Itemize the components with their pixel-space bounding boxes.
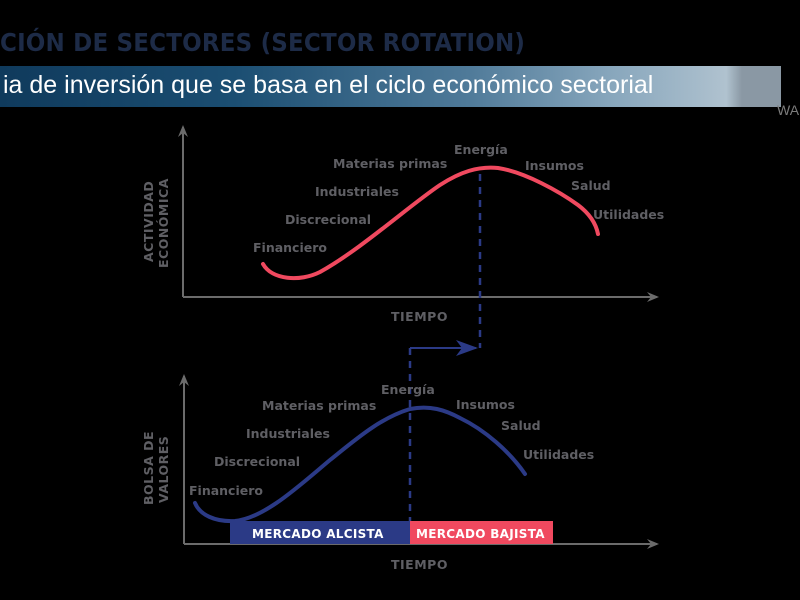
sector-label-industriales: Industriales <box>246 426 330 441</box>
subtitle-banner: ia de inversión que se basa en el ciclo … <box>0 66 781 107</box>
subtitle-text: ia de inversión que se basa en el ciclo … <box>3 71 654 99</box>
x-axis-label: TIEMPO <box>391 309 448 324</box>
sector-label-utilidades: Utilidades <box>523 447 594 462</box>
y-axis-label-line2: ECONÓMICA <box>156 178 171 268</box>
sector-label-materias-primas: Materias primas <box>262 398 376 413</box>
bear-market-label: MERCADO BAJISTA <box>416 527 545 541</box>
page-title: CIÓN DE SECTORES (SECTOR ROTATION) <box>0 28 526 57</box>
sector-label-materias-primas: Materias primas <box>333 156 447 171</box>
y-axis-label-line1: BOLSA DE <box>141 431 156 505</box>
sector-label-discrecional: Discrecional <box>214 454 300 469</box>
sector-label-insumos: Insumos <box>456 397 515 412</box>
economy-curve <box>261 165 600 281</box>
market-chart: BOLSA DE VALORES TIEMPO Financiero Discr… <box>141 374 659 572</box>
sector-label-industriales: Industriales <box>315 184 399 199</box>
sector-label-insumos: Insumos <box>525 158 584 173</box>
sector-label-utilidades: Utilidades <box>593 207 664 222</box>
y-axis-label-line1: ACTIVIDAD <box>141 181 156 262</box>
y-axis-label-line2: VALORES <box>156 436 171 503</box>
bear-market-bar <box>410 521 553 544</box>
peak-connector <box>408 174 482 521</box>
sector-label-salud: Salud <box>501 418 541 433</box>
sector-label-discrecional: Discrecional <box>285 212 371 227</box>
sector-label-energia: Energía <box>454 142 508 157</box>
x-axis-label: TIEMPO <box>391 557 448 572</box>
economy-chart: ACTIVIDAD ECONÓMICA TIEMPO Financiero Di… <box>141 125 664 324</box>
corner-text: WA <box>777 102 800 118</box>
sector-label-financiero: Financiero <box>189 483 263 498</box>
sector-label-energia: Energía <box>381 382 435 397</box>
sector-label-financiero: Financiero <box>253 240 327 255</box>
bull-market-bar <box>230 521 410 544</box>
sector-label-salud: Salud <box>571 178 611 193</box>
bull-market-label: MERCADO ALCISTA <box>252 527 384 541</box>
